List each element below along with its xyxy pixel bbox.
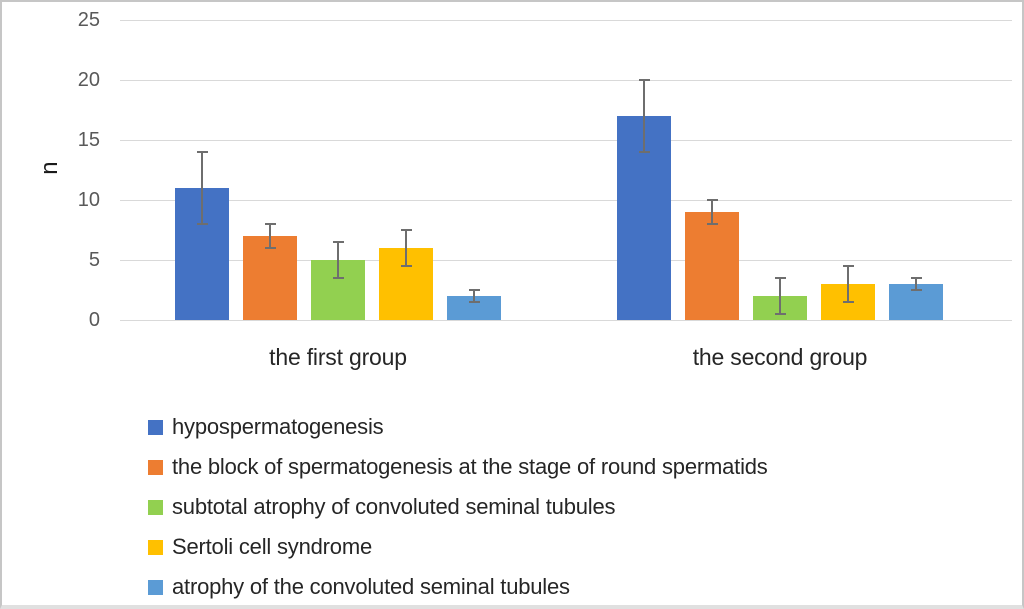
legend-item-4: Sertoli cell syndrome [148,527,768,567]
gridline-5 [120,260,1012,261]
error-bar-line [405,230,407,266]
legend-item-3: subtotal atrophy of convoluted seminal t… [148,487,768,527]
error-bar-line [779,278,781,314]
legend: hypospermatogenesis the block of spermato… [148,407,768,605]
y-tick-label-25: 25 [77,9,100,31]
error-bar-cap-bottom [774,313,786,315]
category-label-1: the first group [269,344,407,370]
y-tick-label-10: 10 [77,189,100,211]
legend-item-label: the block of spermatogenesis at the stag… [172,454,768,479]
error-bar-cap-bottom [910,289,922,291]
legend-swatch-icon [148,539,163,555]
bar-the-second-group-s1 [685,212,739,320]
error-bar-line [201,152,203,224]
y-tick-label-15: 15 [77,129,100,151]
error-bar-cap-bottom [468,301,480,303]
legend-item-1: hypospermatogenesis [148,407,768,447]
legend-item-label: Sertoli cell syndrome [172,534,372,559]
error-bar-cap-top [842,265,854,267]
legend-item-label: subtotal atrophy of convoluted seminal t… [172,494,616,519]
error-bar-cap-top [264,223,276,225]
legend-item-5: atrophy of the convoluted seminal tubule… [148,567,768,605]
error-bar-line [269,224,271,248]
error-bar-line [337,242,339,278]
legend-swatch-icon [148,499,163,515]
error-bar-line [473,290,475,302]
legend-item-label: hypospermatogenesis [172,414,384,439]
bar-the-first-group-s1 [243,236,297,320]
y-tick-label-0: 0 [88,309,100,331]
legend-swatch-icon [148,419,163,435]
error-bar-cap-top [638,79,650,81]
gridline-0 [120,320,1012,321]
error-bar-cap-top [468,289,480,291]
error-bar-cap-top [332,241,344,243]
legend-swatch-icon [148,459,163,475]
error-bar-cap-bottom [196,223,208,225]
gridline-15 [120,140,1012,141]
error-bar-line [847,266,849,302]
category-label-2: the second group [692,344,868,370]
error-bar-cap-bottom [264,247,276,249]
error-bar-cap-top [400,229,412,231]
error-bar-cap-bottom [842,301,854,303]
error-bar-cap-bottom [332,277,344,279]
legend-item-2: the block of spermatogenesis at the stag… [148,447,768,487]
error-bar-cap-top [196,151,208,153]
gridline-10 [120,200,1012,201]
gridline-25 [120,20,1012,21]
error-bar-line [711,200,713,224]
error-bar-cap-top [774,277,786,279]
gridline-20 [120,80,1012,81]
legend-swatch-icon [148,579,163,595]
y-tick-label-20: 20 [77,69,100,91]
error-bar-cap-bottom [706,223,718,225]
y-axis-title: n [36,161,63,175]
legend-item-label: atrophy of the convoluted seminal tubule… [172,574,570,599]
error-bar-cap-bottom [638,151,650,153]
error-bar-cap-top [910,277,922,279]
error-bar-cap-top [706,199,718,201]
error-bar-line [643,80,645,152]
error-bar-cap-bottom [400,265,412,267]
error-bar-line [915,278,917,290]
y-tick-label-5: 5 [88,249,100,271]
